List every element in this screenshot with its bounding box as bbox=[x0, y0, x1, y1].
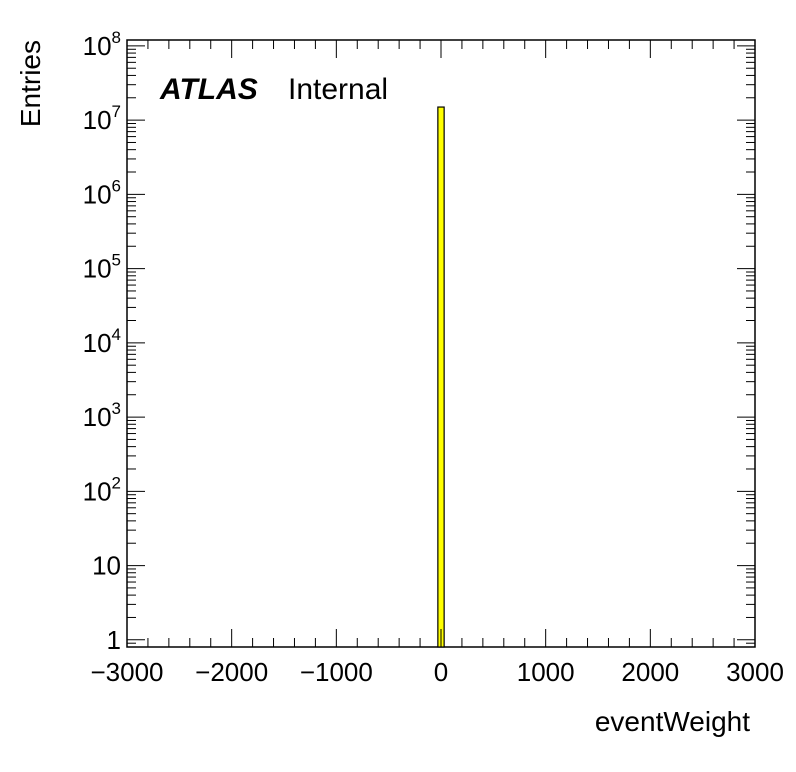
y-tick-label: 106 bbox=[83, 176, 121, 209]
x-tick-label: 1000 bbox=[517, 657, 575, 687]
x-tick-label: −3000 bbox=[90, 657, 163, 687]
y-axis-ticks bbox=[127, 45, 755, 648]
x-tick-label: 2000 bbox=[621, 657, 679, 687]
x-axis-ticks bbox=[126, 40, 756, 647]
y-tick-label: 103 bbox=[83, 399, 121, 432]
y-tick-label: 107 bbox=[83, 102, 121, 135]
y-tick-labels: 1 10 102 103 104 105 106 107 108 bbox=[83, 28, 121, 655]
histogram-bars bbox=[437, 106, 445, 648]
y-tick-label: 105 bbox=[83, 251, 121, 284]
y-axis-title: Entries bbox=[15, 40, 46, 127]
x-tick-label: 3000 bbox=[726, 657, 784, 687]
x-axis-title: eventWeight bbox=[595, 706, 750, 737]
atlas-label: ATLAS bbox=[159, 73, 258, 106]
x-tick-labels: −3000 −2000 −1000 0 1000 2000 3000 bbox=[90, 657, 783, 687]
y-tick-label: 10 bbox=[92, 551, 121, 581]
x-tick-label: −1000 bbox=[300, 657, 373, 687]
y-tick-label: 108 bbox=[83, 28, 121, 61]
y-tick-label: 1 bbox=[107, 625, 121, 655]
y-tick-label: 102 bbox=[83, 473, 121, 506]
internal-label: Internal bbox=[288, 73, 388, 106]
x-tick-label: 0 bbox=[434, 657, 448, 687]
y-tick-label: 104 bbox=[83, 325, 121, 358]
histogram-bar bbox=[437, 106, 445, 648]
x-tick-label: −2000 bbox=[195, 657, 268, 687]
